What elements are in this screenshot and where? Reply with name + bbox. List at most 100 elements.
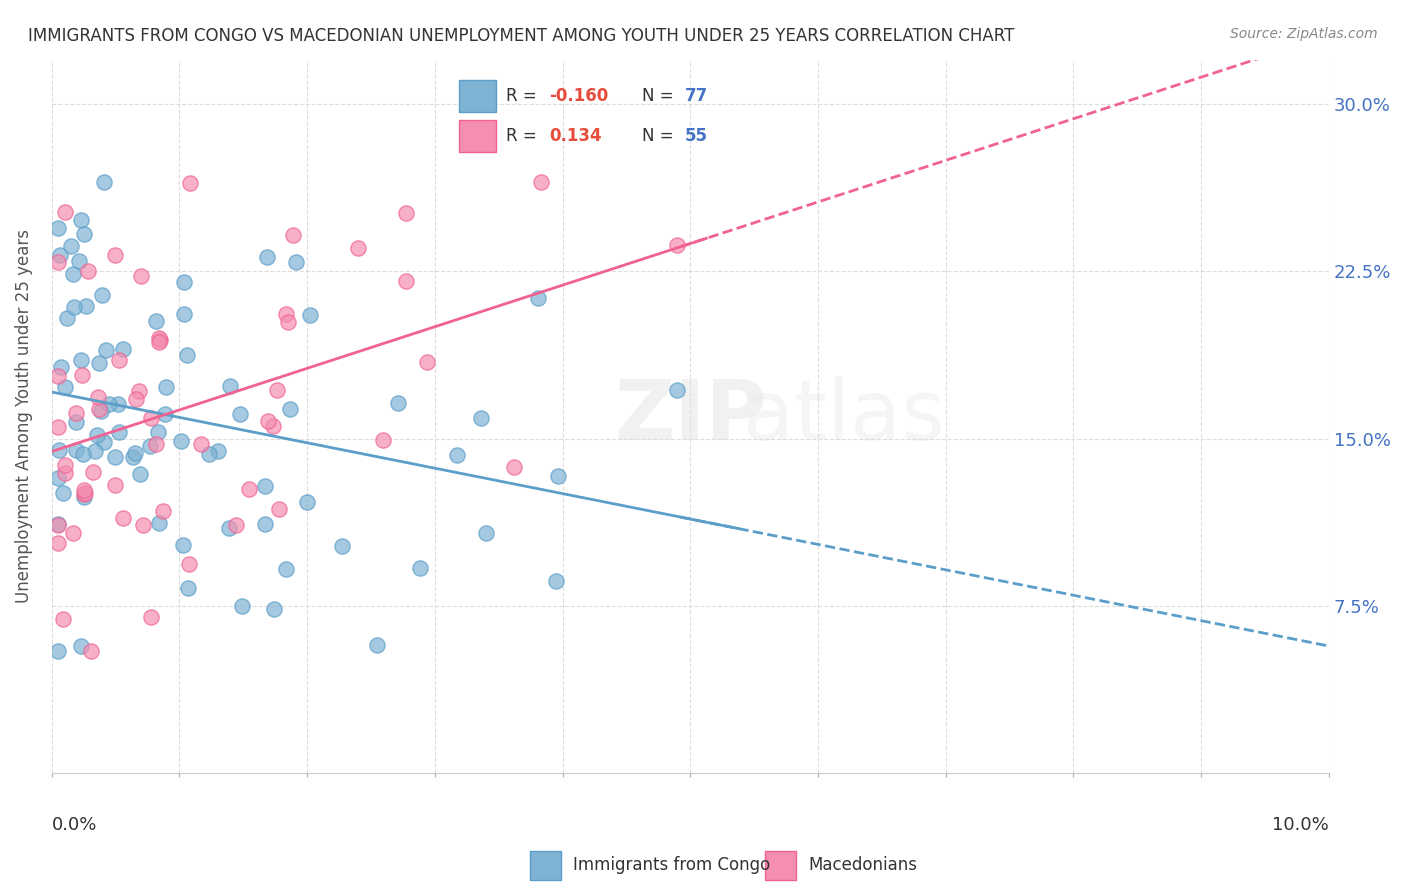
Point [281, 228, 304, 243]
Point [148, 335, 170, 350]
Point [52, 612, 75, 626]
Point [90, 404, 112, 418]
Point [416, 355, 439, 369]
Point [59, 238, 82, 252]
Point [46, 518, 69, 533]
Point [274, 307, 297, 321]
Point [177, 557, 200, 571]
Point [131, 269, 153, 284]
Point [128, 384, 150, 398]
Point [46, 419, 69, 434]
Point [89, 355, 111, 369]
Point [177, 581, 200, 595]
Point [84, 444, 107, 458]
Point [190, 437, 212, 451]
Point [274, 562, 297, 576]
Point [145, 437, 167, 451]
Point [172, 538, 194, 552]
Point [72, 368, 94, 383]
Point [108, 352, 131, 367]
Point [666, 238, 689, 252]
Point [298, 308, 321, 322]
Point [46, 643, 69, 657]
Point [86, 427, 108, 442]
Text: R =: R = [506, 87, 541, 105]
Point [152, 504, 174, 518]
Point [544, 574, 567, 588]
Point [70, 639, 93, 653]
Point [124, 446, 146, 460]
Point [218, 379, 240, 393]
Point [256, 250, 278, 264]
Point [284, 255, 307, 269]
Point [176, 348, 198, 362]
Point [52, 485, 75, 500]
Point [75, 486, 97, 500]
Text: Immigrants from Congo: Immigrants from Congo [574, 856, 770, 874]
Point [207, 444, 229, 458]
Bar [460, 80, 496, 112]
Point [76, 264, 98, 278]
Point [46, 220, 69, 235]
Point [225, 517, 247, 532]
Text: 77: 77 [685, 87, 709, 105]
Point [51, 360, 73, 375]
Point [475, 525, 498, 540]
Point [93, 175, 115, 189]
Point [254, 516, 277, 531]
Text: atlas: atlas [742, 376, 945, 457]
Bar [765, 851, 796, 880]
Point [65, 415, 87, 429]
Point [82, 465, 104, 479]
Point [371, 433, 394, 447]
Point [229, 407, 252, 421]
Point [62, 300, 84, 314]
Point [146, 425, 169, 439]
Point [65, 407, 87, 421]
Point [53, 205, 76, 219]
Point [122, 450, 145, 464]
Point [111, 342, 134, 356]
Point [153, 407, 176, 421]
Point [125, 392, 148, 406]
Point [104, 478, 127, 492]
Point [70, 353, 93, 368]
Point [104, 450, 127, 464]
Point [93, 434, 115, 449]
Point [49, 248, 72, 262]
Point [148, 516, 170, 531]
Text: N =: N = [641, 127, 679, 145]
Point [173, 275, 195, 289]
Point [87, 390, 110, 404]
Point [295, 495, 318, 509]
Point [446, 449, 468, 463]
Point [231, 599, 253, 613]
Point [141, 410, 163, 425]
Point [666, 383, 689, 397]
Point [395, 274, 418, 288]
Point [90, 287, 112, 301]
Point [141, 610, 163, 624]
Text: 55: 55 [685, 127, 709, 145]
Text: Source: ZipAtlas.com: Source: ZipAtlas.com [1230, 27, 1378, 41]
Point [75, 299, 97, 313]
Text: N =: N = [641, 87, 679, 105]
Point [46, 535, 69, 549]
Point [111, 511, 134, 525]
Point [128, 467, 150, 481]
Bar [530, 851, 561, 880]
Point [278, 401, 301, 416]
Point [72, 487, 94, 501]
Point [218, 521, 240, 535]
Point [132, 518, 155, 533]
Point [97, 397, 120, 411]
Point [170, 434, 193, 448]
Point [529, 175, 551, 189]
Point [48, 442, 70, 457]
Point [46, 516, 69, 531]
Text: R =: R = [506, 127, 541, 145]
Point [148, 331, 170, 345]
Point [94, 343, 117, 357]
Point [53, 466, 76, 480]
Point [72, 447, 94, 461]
